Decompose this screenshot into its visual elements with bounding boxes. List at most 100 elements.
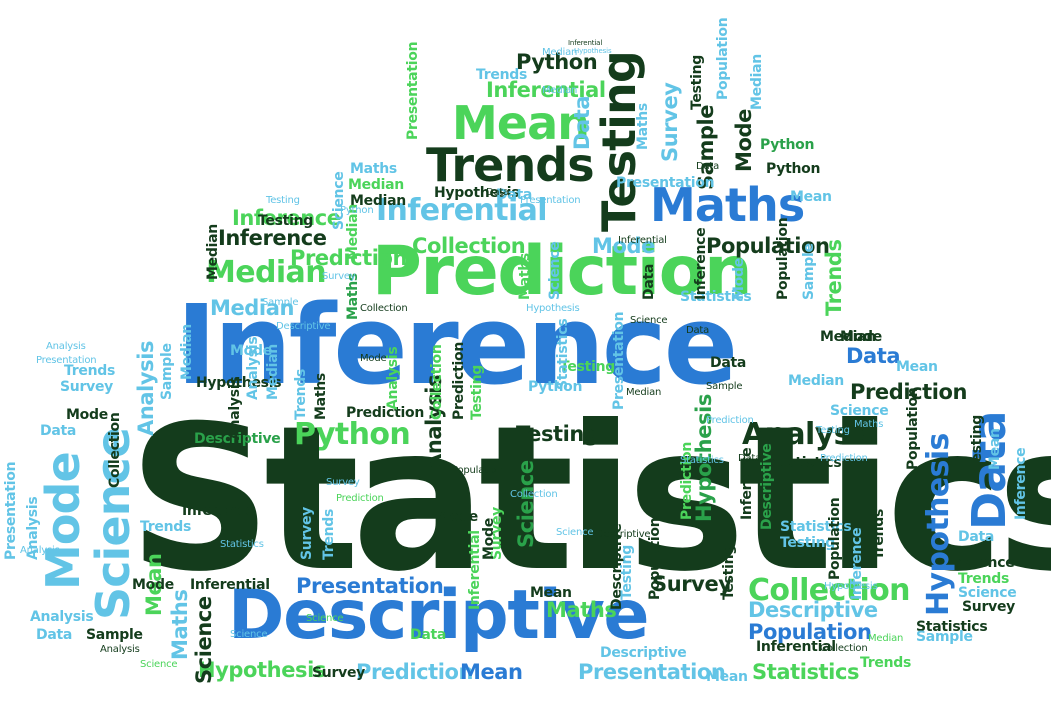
word-mode-11: Mode xyxy=(360,353,387,364)
word-maths-8: Maths xyxy=(635,103,651,150)
word-mean-7: Mean xyxy=(530,585,572,601)
word-descriptive-5: Descriptive xyxy=(759,443,775,530)
word-mode-9: Mode xyxy=(731,258,747,300)
word-trends-8: Trends xyxy=(871,508,887,560)
word-median-14: Median xyxy=(626,387,662,398)
word-statistics-3: Statistics xyxy=(916,619,988,635)
word-testing-2: Testing xyxy=(516,422,599,446)
word-prediction-2: Prediction xyxy=(850,380,968,404)
word-population-8: Population xyxy=(452,465,503,476)
word-trends-5: Trends xyxy=(860,655,912,671)
word-maths-5: Maths xyxy=(517,253,533,300)
word-survey-2: Survey xyxy=(652,572,732,596)
word-inference: Inference xyxy=(176,281,738,409)
word-descriptive: Descriptive xyxy=(228,576,650,655)
word-science-2: Science xyxy=(514,460,538,548)
word-hypothesis-6: Hypothesis xyxy=(824,581,878,592)
word-statistics-2: Statistics xyxy=(752,660,860,684)
word-statistics-6: Statistics xyxy=(680,289,752,305)
word-median-13: Median xyxy=(542,47,578,58)
word-prediction-6: Prediction xyxy=(451,341,467,420)
word-science-7: Science xyxy=(547,241,563,300)
word-python-6: Python xyxy=(340,205,374,216)
word-science-3: Science xyxy=(192,596,216,684)
word-statistics-7: Statistics xyxy=(555,318,571,390)
word-median-6: Median xyxy=(348,177,404,193)
word-testing-3: Testing xyxy=(780,535,836,551)
word-prediction-3b: Prediction xyxy=(290,246,408,270)
word-median: Median xyxy=(206,255,327,290)
word-science-9: Science xyxy=(140,659,178,670)
word-data-2: Data xyxy=(846,344,901,368)
word-prediction-8: Prediction xyxy=(820,453,868,464)
word-data-8: Data xyxy=(496,187,533,203)
word-presentation-6: Presentation xyxy=(405,41,421,140)
word-testing-11: Testing xyxy=(266,195,300,206)
word-science-11: Science xyxy=(306,613,344,624)
word-statistics-4: Statistics xyxy=(780,519,852,535)
word-analysis-11: Analysis xyxy=(46,341,86,352)
word-inference-4: Inference xyxy=(182,503,255,519)
word-descriptive-4: Descriptive xyxy=(600,645,687,661)
word-science-5: Science xyxy=(958,585,1017,601)
word-median-11: Median xyxy=(749,54,765,110)
word-population-2: Population xyxy=(706,234,830,258)
word-statistics-5: Statistics xyxy=(770,455,842,471)
word-science-10: Science xyxy=(230,629,268,640)
word-hypothesis-2: Hypothesis xyxy=(198,658,326,682)
word-data-5: Data xyxy=(36,627,73,643)
word-analysis-9: Analysis xyxy=(20,545,60,556)
word-data-12: Data xyxy=(696,161,720,172)
word-inference-5: Inference xyxy=(1013,447,1029,520)
word-inferential-7: Inferential xyxy=(618,235,667,246)
word-median-15: Median xyxy=(868,633,904,644)
word-survey-5: Survey xyxy=(962,599,1016,615)
word-data-3: Data xyxy=(570,95,594,150)
word-survey: Survey xyxy=(658,82,682,162)
word-maths-9: Maths xyxy=(854,419,884,430)
word-python-5: Python xyxy=(528,379,583,395)
word-presentation-2: Presentation xyxy=(578,660,726,684)
word-maths-6: Maths xyxy=(313,373,329,420)
word-maths-2: Maths xyxy=(546,598,617,622)
word-prediction: Prediction xyxy=(372,232,753,311)
word-collection-4: Collection xyxy=(429,344,445,420)
word-python-3: Python xyxy=(766,161,821,177)
word-mean-2: Mean xyxy=(460,660,523,684)
word-maths-4: Maths xyxy=(350,161,397,177)
word-median-12: Median xyxy=(542,85,578,96)
word-median-2: Median xyxy=(210,296,294,320)
word-science-12: Science xyxy=(556,527,594,538)
word-data-14: Data xyxy=(686,325,710,336)
word-median-5: Median xyxy=(350,193,406,209)
word-trends: Trends xyxy=(426,138,595,192)
word-median-4: Median xyxy=(788,373,844,389)
word-hypothesis-5: Hypothesis xyxy=(196,375,282,391)
word-survey-9: Survey xyxy=(322,271,356,282)
word-analysis-6: Analysis xyxy=(385,346,401,410)
word-prediction-9: Prediction xyxy=(706,415,754,426)
word-testing-10: Testing xyxy=(469,364,485,420)
word-maths-3: Maths xyxy=(168,589,192,660)
word-trends-10: Trends xyxy=(293,368,309,420)
word-median-8: Median xyxy=(179,324,195,380)
word-mean-8: Mean xyxy=(987,428,1003,470)
word-trends-9: Trends xyxy=(321,508,337,560)
word-data-13: Data xyxy=(486,187,510,198)
word-sample-3: Sample xyxy=(916,629,973,645)
word-median-3: Median xyxy=(820,329,876,345)
word-inferential: Inferential xyxy=(376,193,548,228)
word-testing-8: Testing xyxy=(619,544,635,600)
word-population-7: Population xyxy=(775,217,791,300)
word-mode-8: Mode xyxy=(230,343,272,359)
word-mode-10: Mode xyxy=(481,518,497,560)
word-collection-7: Collection xyxy=(360,303,408,314)
word-inferential-2: Inferential xyxy=(486,78,606,102)
word-descriptive-7: Descriptive xyxy=(276,321,331,332)
word-collection-3: Collection xyxy=(107,412,123,488)
word-sample-4: Sample xyxy=(159,343,175,400)
word-population-6: Population xyxy=(715,17,731,100)
word-trends-7: Trends xyxy=(476,67,528,83)
word-trends-2: Trends xyxy=(822,239,846,316)
word-data-11: Data xyxy=(738,453,762,464)
